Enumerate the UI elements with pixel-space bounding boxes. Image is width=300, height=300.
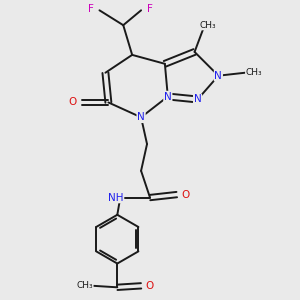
Text: O: O: [182, 190, 190, 200]
Text: N: N: [214, 71, 222, 81]
Text: O: O: [146, 281, 154, 291]
Text: CH₃: CH₃: [246, 68, 262, 77]
Text: CH₃: CH₃: [76, 281, 93, 290]
Text: O: O: [69, 98, 77, 107]
Text: N: N: [194, 94, 201, 104]
Text: F: F: [147, 4, 153, 14]
Text: N: N: [137, 112, 145, 122]
Text: N: N: [164, 92, 172, 101]
Text: F: F: [88, 4, 94, 14]
Text: NH: NH: [108, 193, 124, 202]
Text: CH₃: CH₃: [200, 21, 216, 30]
